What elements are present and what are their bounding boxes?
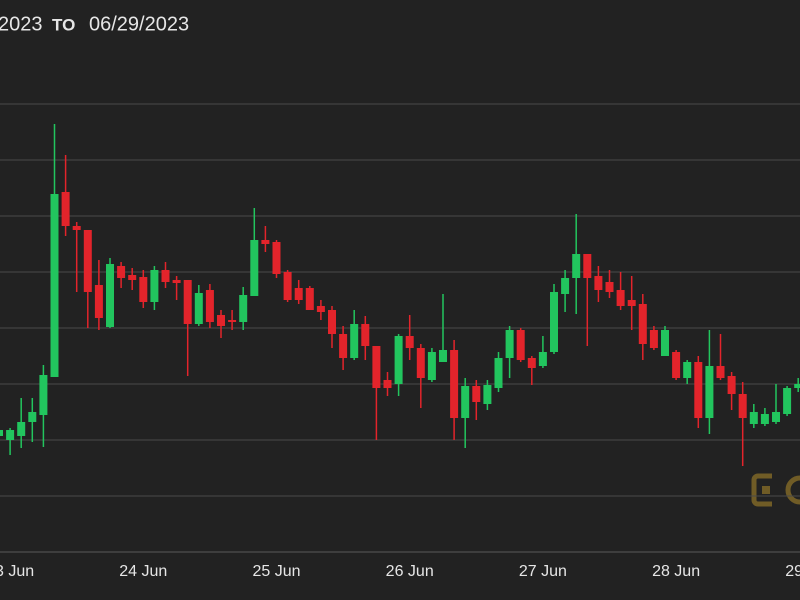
candle-body — [39, 375, 48, 415]
candle-body — [627, 300, 636, 306]
candle-body — [161, 270, 170, 282]
candle-body — [383, 380, 392, 388]
candle-body — [305, 288, 314, 310]
candle-body — [194, 293, 203, 324]
x-tick-label: 26 Jun — [386, 563, 434, 580]
candle-body — [261, 240, 270, 244]
candle-body — [250, 240, 259, 296]
candle-body — [50, 194, 59, 377]
candle-body — [760, 414, 769, 424]
candle-body — [272, 242, 281, 274]
candle-body — [427, 352, 436, 380]
candle-body — [561, 278, 570, 294]
candle-body — [328, 310, 336, 334]
candle-body — [738, 394, 747, 418]
candle-body — [616, 290, 625, 306]
logo-letter — [785, 475, 800, 505]
candle-body — [605, 282, 614, 292]
candle-body — [672, 352, 681, 378]
watermark-logo — [751, 473, 800, 507]
candle-body — [172, 280, 181, 283]
candle-body — [128, 275, 137, 280]
candle-body — [372, 346, 381, 388]
x-tick-label: 23 Jun — [0, 563, 34, 580]
candle-body — [727, 376, 736, 394]
candle-body — [416, 348, 425, 378]
candle-body — [83, 230, 92, 292]
candle-body — [28, 412, 37, 422]
candle-body — [361, 324, 370, 346]
candle-body — [694, 362, 703, 418]
date-separator: TO — [52, 15, 75, 34]
candle-body — [550, 292, 558, 352]
candle-body — [439, 350, 447, 362]
candle-body — [283, 272, 292, 300]
candle-body — [594, 276, 603, 290]
date-end: 06/29/2023 — [89, 13, 189, 35]
candle-body — [394, 336, 403, 384]
candle-body — [339, 334, 348, 358]
candle-body — [772, 412, 780, 422]
candle-body — [527, 358, 536, 368]
candle-body — [17, 422, 26, 436]
logo-mark — [751, 473, 772, 507]
candle-body — [794, 384, 800, 388]
candle-body — [294, 288, 303, 300]
candle-body — [483, 385, 492, 404]
candle-body — [117, 266, 126, 278]
x-tick-label: 29 Jun — [785, 563, 800, 580]
candle-body — [516, 330, 525, 360]
candle-body — [461, 386, 470, 418]
candle-body — [0, 430, 3, 436]
candle-body — [405, 336, 414, 348]
candle-body — [705, 366, 714, 418]
candle-body — [505, 330, 514, 358]
x-tick-label: 27 Jun — [519, 563, 567, 580]
candle-body — [183, 280, 192, 324]
candle-body — [538, 352, 547, 366]
plot: 23 Jun 24 Jun 25 Jun 26 Jun 27 Jun 28 Jun 29 J… — [0, 103, 800, 580]
candle-body — [649, 330, 658, 348]
candle-body — [638, 304, 647, 344]
candle-body — [72, 226, 81, 230]
candle-body — [239, 295, 248, 322]
candle-body — [661, 330, 669, 356]
candle-body — [6, 430, 15, 440]
candle-body — [350, 324, 359, 358]
candle-body — [749, 412, 758, 424]
candle-body — [716, 366, 725, 378]
x-tick-label: 28 Jun — [652, 563, 700, 580]
candle-body — [783, 388, 792, 414]
candle-body — [205, 290, 214, 322]
candle-body — [217, 315, 225, 326]
candle-body — [472, 386, 481, 402]
logo-dot — [762, 486, 770, 494]
candle-body — [228, 320, 237, 322]
candle-body — [683, 362, 692, 378]
candle-body — [150, 270, 159, 302]
candle-body — [583, 254, 592, 278]
x-tick-label: 25 Jun — [252, 563, 300, 580]
candle-body — [106, 264, 114, 327]
candle-body — [94, 285, 103, 318]
candle-body — [316, 306, 325, 312]
candle-body — [572, 254, 581, 278]
candle-body — [450, 350, 459, 418]
candle-body — [139, 277, 148, 302]
candle-body — [494, 358, 503, 388]
candle-body — [61, 192, 70, 226]
x-tick-label: 24 Jun — [119, 563, 167, 580]
date-start: 2023 — [0, 13, 43, 35]
